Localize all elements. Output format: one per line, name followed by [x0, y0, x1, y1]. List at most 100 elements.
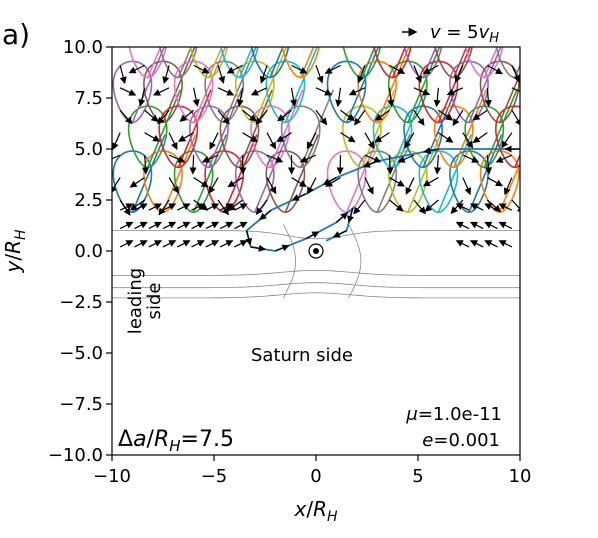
velocity-arrow: [452, 109, 464, 127]
velocity-arrow: [374, 132, 390, 143]
velocity-arrow: [217, 87, 235, 96]
legend-label: v = 5vH: [430, 22, 499, 46]
velocity-arrow: [148, 221, 163, 230]
velocity-arrow: [387, 87, 395, 108]
annotation-leading: leading: [125, 268, 146, 334]
hill-body: [308, 243, 324, 259]
y-tick-label: 2.5: [74, 190, 103, 211]
flow-lines: [112, 224, 520, 299]
annotation-side: side: [144, 283, 165, 320]
velocity-arrow: [134, 240, 148, 248]
velocity-arrow: [234, 221, 248, 230]
velocity-arrow: [177, 240, 191, 248]
loop-trajectory: [159, 47, 198, 79]
velocity-arrow: [315, 109, 328, 126]
velocity-arrow: [144, 109, 159, 123]
velocity-arrow: [191, 203, 205, 211]
velocity-arrow: [299, 154, 317, 163]
velocity-arrow: [462, 177, 472, 196]
velocity-arrow: [208, 177, 219, 194]
velocity-arrow: [290, 87, 298, 108]
loop-trajectory: [403, 47, 443, 79]
velocity-arrow: [353, 199, 366, 215]
loop-trajectories: [112, 47, 520, 214]
annotation-e: e=0.001: [422, 430, 500, 451]
velocity-arrow: [152, 87, 170, 96]
velocity-arrow: [141, 155, 150, 175]
y-tick-label: −10.0: [48, 445, 103, 466]
velocity-arrow: [193, 64, 210, 74]
velocity-arrow: [484, 87, 492, 108]
loop-trajectory: [250, 47, 290, 79]
velocity-arrow: [389, 199, 404, 212]
loop-trajectory: [495, 47, 520, 79]
velocity-arrow: [226, 64, 243, 74]
flow-line: [112, 270, 520, 276]
flow-line: [112, 292, 520, 299]
velocity-arrow: [219, 240, 234, 248]
velocity-arrow: [129, 177, 145, 188]
velocity-arrow: [335, 87, 343, 108]
velocity-arrow: [119, 203, 134, 211]
velocity-arrow: [472, 109, 488, 121]
velocity-arrow: [250, 87, 268, 96]
velocity-arrow: [138, 87, 146, 107]
velocity-arrow: [168, 177, 179, 194]
y-tick-label: 7.5: [74, 88, 103, 109]
velocity-arrow: [255, 199, 268, 216]
velocity-arrow: [498, 240, 513, 248]
velocity-arrow: [242, 109, 257, 122]
loop-trajectory: [465, 47, 504, 79]
velocity-arrow: [191, 240, 205, 248]
velocity-arrow: [433, 155, 442, 175]
loop-trajectory: [373, 47, 412, 79]
velocity-arrow: [455, 221, 470, 230]
velocity-arrow: [306, 132, 317, 150]
velocity-arrow: [487, 64, 503, 75]
velocity-arrow: [234, 203, 248, 211]
velocity-arrow: [189, 155, 197, 175]
velocity-arrow: [472, 132, 488, 144]
x-tick-label: −5: [201, 466, 228, 487]
x-axis-ticks: −10 −5 0 5 10: [93, 455, 531, 487]
velocity-arrow: [405, 177, 415, 195]
velocity-arrow: [112, 132, 121, 151]
velocity-arrow: [413, 109, 425, 126]
legend: v = 5vH: [402, 22, 499, 46]
velocity-arrow: [484, 240, 498, 248]
y-tick-label: 10.0: [63, 37, 103, 58]
velocity-arrow: [433, 87, 441, 108]
velocity-arrow: [148, 240, 163, 248]
y-tick-label: −7.5: [59, 394, 103, 415]
velocity-arrow: [162, 203, 177, 211]
velocity-arrow: [438, 132, 454, 143]
velocity-arrow: [511, 199, 520, 214]
velocity-arrow: [162, 221, 177, 230]
velocity-arrow: [469, 203, 484, 211]
loop-trajectory: [281, 47, 320, 79]
velocity-arrow: [168, 154, 186, 163]
velocity-arrow: [389, 177, 405, 187]
velocity-arrow: [469, 221, 484, 230]
plot-area: [112, 47, 520, 299]
velocity-arrow: [255, 109, 268, 126]
velocity-arrow: [503, 177, 513, 196]
velocity-arrow: [219, 203, 234, 211]
velocity-arrow: [487, 177, 504, 187]
x-tick-label: 0: [310, 466, 321, 487]
velocity-arrow: [495, 154, 513, 163]
velocity-arrow: [364, 132, 375, 150]
velocity-arrow: [162, 65, 170, 85]
velocity-arrow: [119, 240, 134, 248]
velocity-arrow: [364, 154, 382, 163]
velocity-arrow: [266, 132, 276, 150]
flow-line: [283, 224, 297, 299]
velocity-arrow: [291, 177, 307, 187]
velocity-arrow: [364, 177, 374, 195]
velocity-arrow: [205, 240, 220, 248]
x-tick-label: −10: [93, 466, 131, 487]
velocity-arrow: [192, 87, 200, 107]
velocity-arrow: [250, 244, 266, 252]
velocity-arrow: [386, 155, 394, 175]
